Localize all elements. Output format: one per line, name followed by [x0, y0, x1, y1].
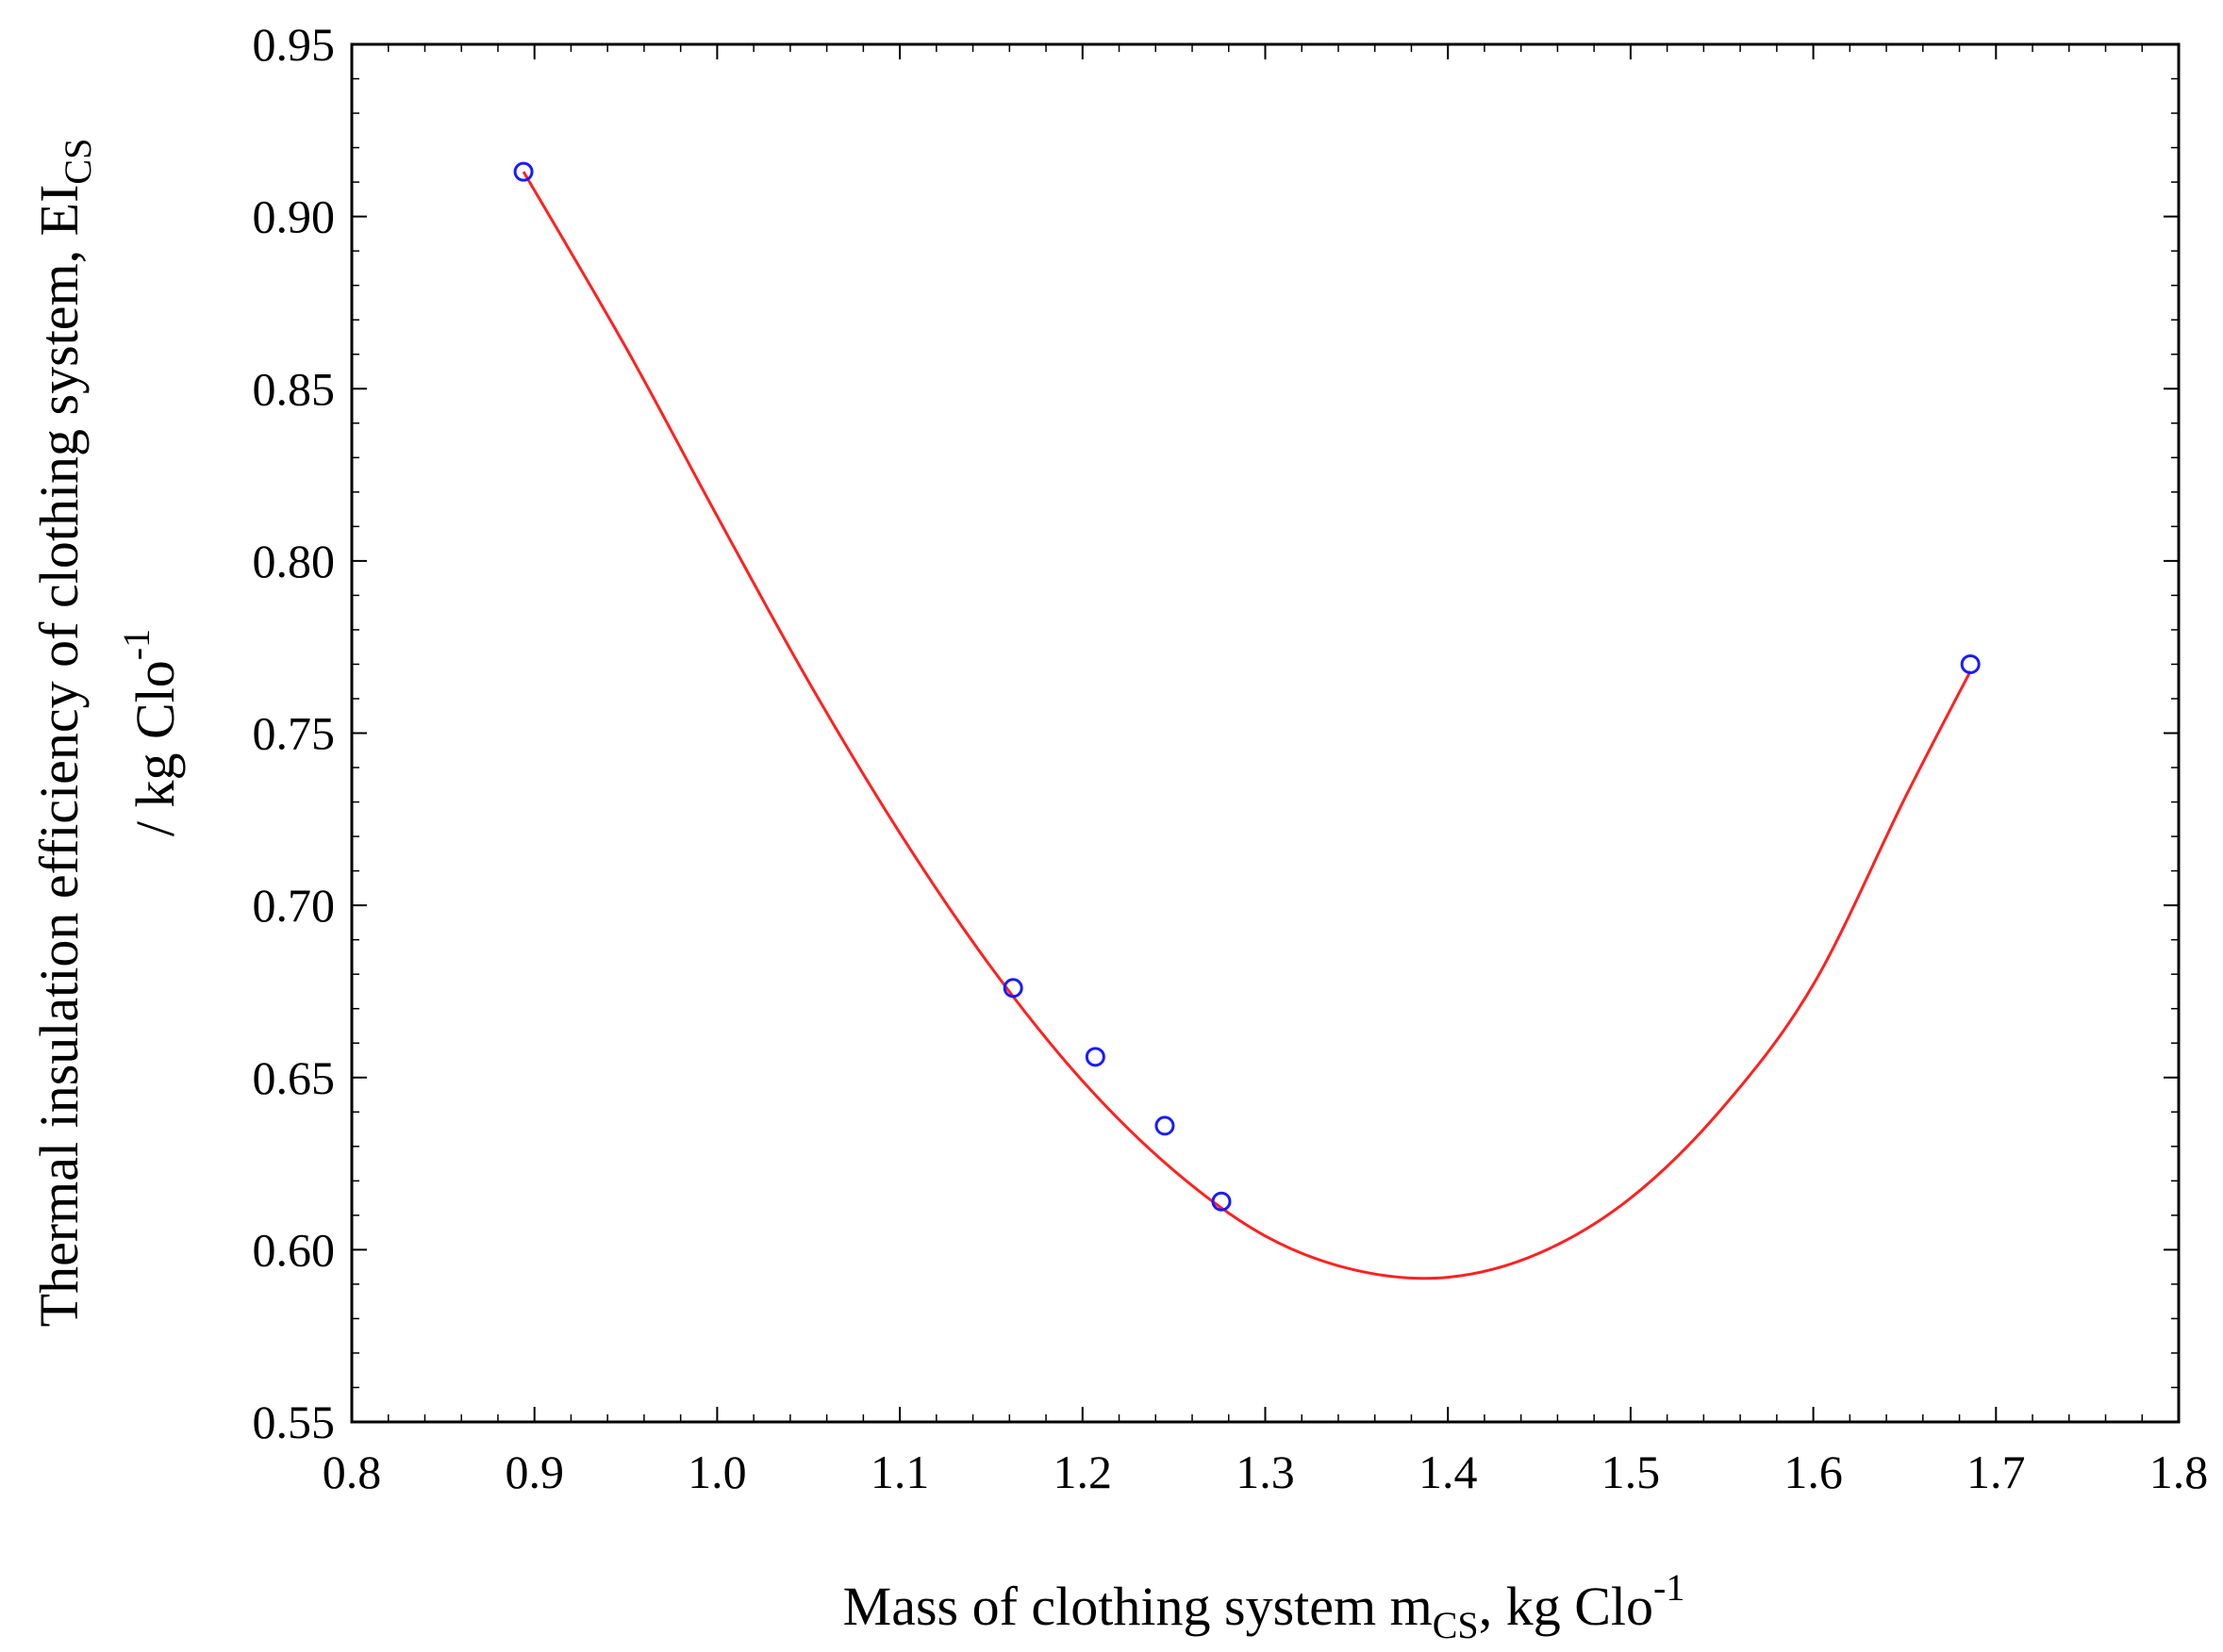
- data-point: [1085, 1047, 1105, 1067]
- data-point: [513, 161, 534, 182]
- y-tick-label: 0.70: [253, 879, 336, 932]
- data-points: [513, 161, 1981, 1212]
- fit-curve-line: [522, 171, 1972, 1280]
- y-tick-label: 0.95: [253, 18, 336, 71]
- x-axis-ticks: 0.8 0.9 1.0 1.1 1.2 1.3 1.4 1.5 1.6 1.7 1.8: [323, 44, 2209, 1498]
- x-tick-label: 1.6: [1783, 1446, 1843, 1498]
- y-axis-title-line1: Thermal insulation efficiency of clothin…: [28, 139, 99, 1328]
- x-tick-label: 1.0: [688, 1446, 747, 1498]
- x-tick-label: 1.8: [2149, 1446, 2209, 1498]
- y-tick-label: 0.65: [253, 1051, 336, 1104]
- fit-curve-group: [522, 171, 1972, 1280]
- y-axis-title-line2: / kg Clo-1: [115, 629, 186, 836]
- x-tick-label: 0.8: [323, 1446, 382, 1498]
- y-tick-label: 0.55: [253, 1396, 336, 1448]
- y-axis-ticks: 0.55 0.60 0.65 0.70 0.75 0.80 0.85 0.90 0.95: [253, 18, 2179, 1448]
- x-tick-label: 1.7: [1966, 1446, 2026, 1498]
- y-tick-label: 0.75: [253, 707, 336, 760]
- y-tick-label: 0.60: [253, 1223, 336, 1276]
- minor-ticks: [352, 44, 2179, 1422]
- x-tick-label: 1.2: [1053, 1446, 1113, 1498]
- data-point: [1960, 653, 1981, 674]
- data-point: [1211, 1191, 1232, 1212]
- plot-frame: [350, 42, 2181, 1424]
- x-tick-label: 1.1: [871, 1446, 930, 1498]
- x-tick-label: 0.9: [505, 1446, 564, 1498]
- x-tick-label: 1.3: [1236, 1446, 1295, 1498]
- y-tick-label: 0.80: [253, 535, 336, 587]
- x-tick-label: 1.4: [1418, 1446, 1478, 1498]
- y-tick-label: 0.85: [253, 362, 336, 415]
- y-tick-label: 0.90: [253, 190, 336, 243]
- x-axis-title: Mass of clothing system mCS, kg Clo-1: [843, 1566, 1685, 1646]
- data-point: [1003, 978, 1023, 999]
- data-point: [1154, 1115, 1175, 1136]
- x-tick-label: 1.5: [1601, 1446, 1661, 1498]
